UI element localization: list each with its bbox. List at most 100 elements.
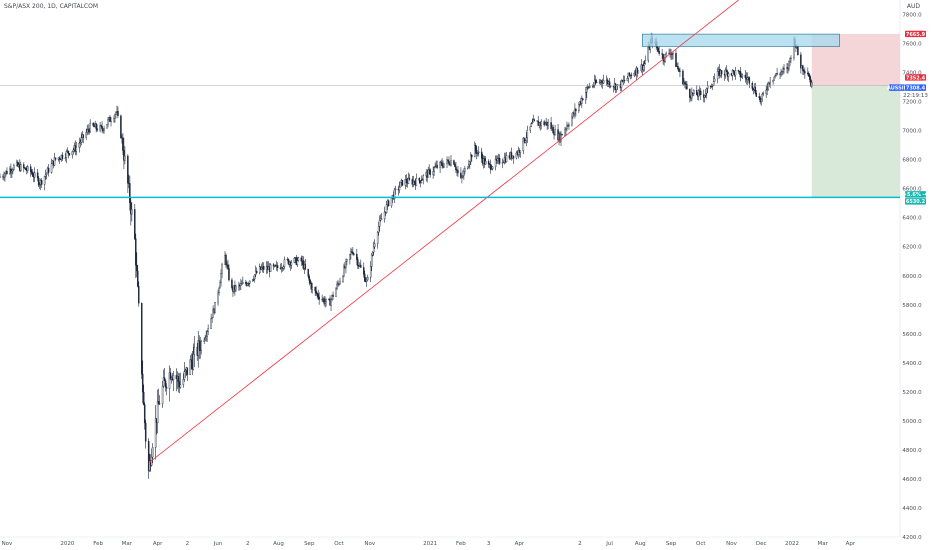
candle-body xyxy=(515,152,518,159)
candle-body xyxy=(11,170,13,173)
x-tick-label: 2021 xyxy=(423,541,437,547)
candle-body xyxy=(283,259,286,267)
candle-body xyxy=(87,129,89,131)
candle-body xyxy=(377,226,380,233)
y-tick-label: 5200.0 xyxy=(902,390,922,396)
candle-body xyxy=(578,104,580,112)
candle-body xyxy=(75,147,78,152)
candle-body xyxy=(323,298,325,304)
candle-body xyxy=(86,129,88,133)
candle-body xyxy=(123,150,125,161)
candle-body xyxy=(190,359,193,363)
candle-body xyxy=(498,157,501,164)
currency-label[interactable]: AUD xyxy=(906,3,920,10)
candle-body xyxy=(50,163,53,173)
candle-body xyxy=(811,82,813,87)
candle-body xyxy=(31,173,34,177)
candle-body xyxy=(662,54,664,61)
candle-body xyxy=(127,155,129,184)
candle-body xyxy=(282,266,285,269)
candle-body xyxy=(480,151,483,159)
candle-body xyxy=(494,158,497,168)
candle-body xyxy=(665,53,667,55)
x-tick-label: Nov xyxy=(2,541,13,547)
candle-body xyxy=(407,177,410,184)
candle-body xyxy=(724,69,727,76)
candle-body xyxy=(448,161,450,165)
candle-body xyxy=(151,447,154,458)
candle-body xyxy=(220,273,222,283)
drawings-zones xyxy=(811,33,900,198)
candle-body xyxy=(110,120,112,122)
candle-body xyxy=(253,274,256,280)
candle-body xyxy=(135,238,137,266)
stop-price-tag-bg xyxy=(905,30,926,38)
candle-body xyxy=(679,70,681,72)
candle-body xyxy=(519,150,522,153)
candle-body xyxy=(699,90,701,92)
candle-body xyxy=(725,69,728,72)
candle-body xyxy=(788,60,790,70)
candle-body xyxy=(6,170,8,174)
candle-body xyxy=(200,341,202,351)
candle-body xyxy=(214,302,216,314)
target-percent-tag: +5.6% -4 xyxy=(903,192,929,198)
candle-body xyxy=(761,93,763,100)
candle-body xyxy=(398,186,401,191)
candle-body xyxy=(608,81,611,87)
candle-body xyxy=(315,290,317,294)
candle-body xyxy=(420,180,423,183)
candle-body xyxy=(566,125,568,130)
candle-body xyxy=(156,401,159,423)
y-tick-label: 5400.0 xyxy=(902,361,922,367)
symbol-badge: AUSSIE xyxy=(887,85,908,91)
candle-body xyxy=(314,287,316,292)
candle-body xyxy=(217,292,219,303)
candle-body xyxy=(505,155,508,163)
candle-body xyxy=(169,372,172,380)
price-axis-panel[interactable] xyxy=(900,0,932,550)
x-tick-label: Mar xyxy=(817,541,828,547)
candle-body xyxy=(356,253,358,260)
candle-body xyxy=(565,128,567,130)
x-tick-label: 2 xyxy=(246,541,250,547)
candle-body xyxy=(64,157,67,159)
candle-body xyxy=(734,70,737,76)
candle-body xyxy=(468,164,470,168)
candle-body xyxy=(602,80,605,84)
x-tick-label: Aug xyxy=(635,541,646,547)
symbol-title[interactable]: S&P/ASX 200, 1D, CAPITALCOM xyxy=(4,3,98,10)
y-tick-label: 6200.0 xyxy=(902,245,922,251)
candle-body xyxy=(53,157,56,166)
candle-body xyxy=(360,264,362,268)
candle-body xyxy=(803,70,805,72)
candle-body xyxy=(29,166,32,173)
candle-body xyxy=(13,164,15,170)
candle-body xyxy=(67,150,70,154)
candle-body xyxy=(686,84,688,90)
x-tick-label: 2 xyxy=(578,541,582,547)
candle-body xyxy=(443,163,445,168)
candle-body xyxy=(658,51,660,54)
candle-body xyxy=(204,337,206,341)
candle-body xyxy=(297,257,300,261)
candle-body xyxy=(182,379,185,385)
candle-body xyxy=(418,177,421,181)
candle-body xyxy=(205,336,207,339)
candle-body xyxy=(716,71,719,80)
candle-body xyxy=(531,121,534,124)
candle-body xyxy=(136,265,138,272)
y-tick-label: 4600.0 xyxy=(902,477,922,483)
x-tick-label: Apr xyxy=(846,541,856,547)
candle-body xyxy=(489,163,492,170)
candle-body xyxy=(512,155,515,159)
candle-body xyxy=(682,70,684,85)
candle-body xyxy=(490,168,493,170)
candle-body xyxy=(455,166,457,171)
candle-body xyxy=(754,86,757,94)
candle-body xyxy=(510,152,513,159)
candle-body xyxy=(790,57,792,59)
drawings-lines xyxy=(0,0,900,464)
